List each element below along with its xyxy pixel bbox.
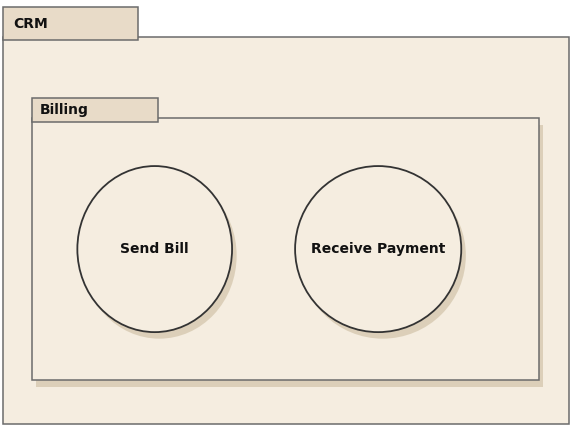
FancyBboxPatch shape [3,7,138,40]
Ellipse shape [300,173,466,339]
Ellipse shape [77,166,232,332]
FancyBboxPatch shape [36,125,543,387]
Text: Receive Payment: Receive Payment [311,242,445,256]
FancyBboxPatch shape [32,98,158,122]
Ellipse shape [82,173,237,339]
FancyBboxPatch shape [3,37,569,424]
Text: CRM: CRM [13,17,48,31]
FancyBboxPatch shape [32,118,539,380]
Text: Billing: Billing [40,103,88,118]
Text: Send Bill: Send Bill [120,242,189,256]
Ellipse shape [295,166,461,332]
